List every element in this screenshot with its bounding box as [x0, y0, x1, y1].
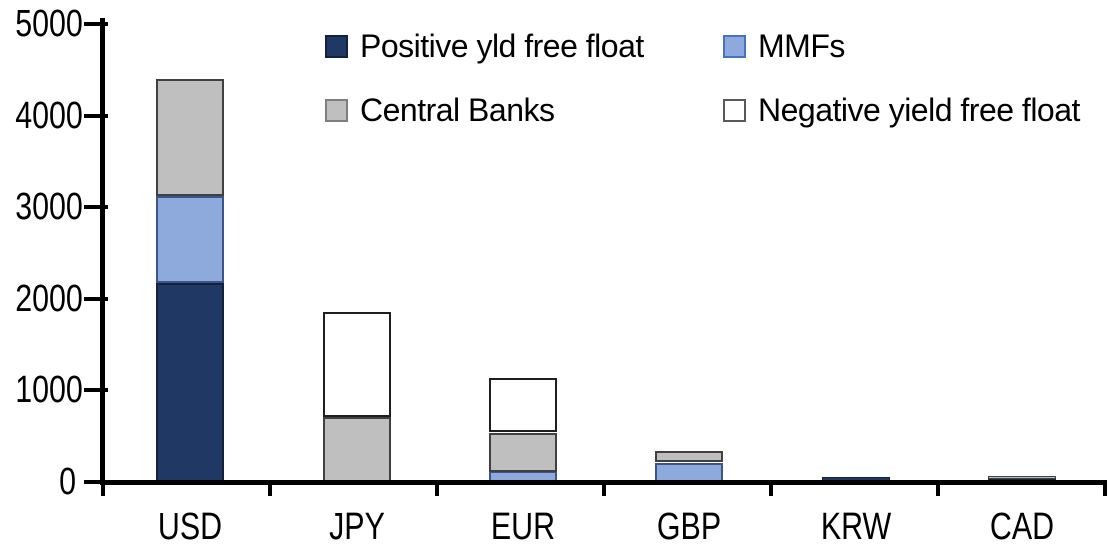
legend-swatch-negative-yield-free-float — [723, 98, 746, 122]
legend-label: MMFs — [758, 28, 845, 64]
bar-segment-central-banks — [655, 451, 723, 462]
y-axis-tick — [84, 22, 108, 26]
legend-item: Positive yld free float — [325, 27, 644, 65]
legend-swatch-positive-yld-free-float — [325, 34, 348, 58]
y-axis-tick — [84, 114, 108, 118]
legend-label: Central Banks — [360, 92, 555, 128]
legend-label: Negative yield free float — [758, 92, 1080, 128]
y-axis-tick-label: 3000 — [15, 186, 83, 228]
bar-segment-central-banks — [323, 417, 391, 482]
legend-swatch-mmfs — [723, 34, 746, 58]
y-axis-tick — [84, 297, 108, 301]
y-axis-tick — [84, 388, 108, 392]
x-axis-tick — [1103, 481, 1107, 496]
y-axis-tick-label: 4000 — [15, 95, 83, 137]
legend-item: MMFs — [723, 27, 845, 65]
y-axis-tick-label: 0 — [59, 461, 76, 503]
x-axis-tick — [101, 481, 105, 496]
legend-item: Negative yield free float — [723, 91, 1080, 129]
x-axis-tick — [602, 481, 606, 496]
y-axis-tick-label: 2000 — [15, 278, 83, 320]
bar-segment-central-banks — [489, 433, 557, 472]
x-category-label: EUR — [490, 506, 556, 548]
bar-segment-negative-yield-free-float — [323, 312, 391, 417]
legend-item: Central Banks — [325, 91, 555, 129]
x-axis-tick — [268, 481, 272, 496]
x-category-label: GBP — [656, 506, 722, 548]
x-category-label: CAD — [989, 506, 1055, 548]
y-axis-tick-label: 1000 — [15, 369, 83, 411]
bar-segment-central-banks — [988, 476, 1056, 479]
x-axis-tick — [769, 481, 773, 496]
y-axis-tick-label: 5000 — [15, 3, 83, 45]
bar-segment-mmfs — [156, 196, 224, 283]
x-category-label: KRW — [820, 506, 892, 548]
x-axis-tick — [936, 481, 940, 496]
y-axis-tick — [84, 480, 108, 484]
y-axis-line — [100, 18, 105, 485]
x-category-label: USD — [157, 506, 223, 548]
bar-segment-positive-yld-free-float — [156, 283, 224, 482]
bar-segment-negative-yield-free-float — [489, 378, 557, 432]
x-category-label: JPY — [329, 506, 385, 548]
legend-label: Positive yld free float — [360, 28, 644, 64]
bar-segment-central-banks — [156, 79, 224, 196]
x-axis-tick — [435, 481, 439, 496]
legend-swatch-central-banks — [325, 98, 348, 122]
y-axis-tick — [84, 205, 108, 209]
